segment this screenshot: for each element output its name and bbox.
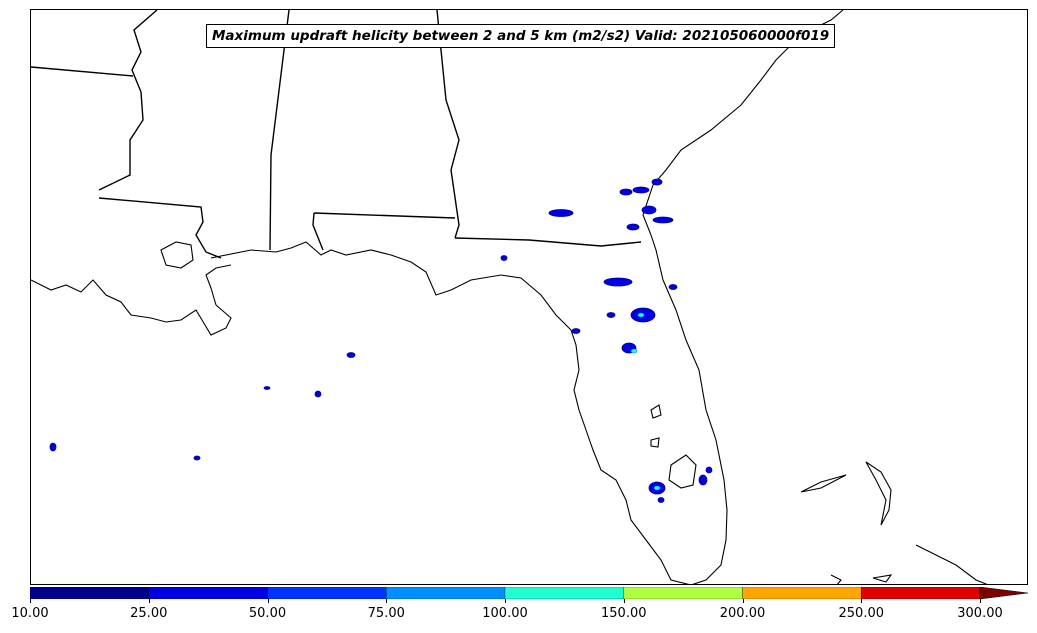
helicity-cell	[632, 186, 650, 194]
border-la-ms	[98, 197, 222, 259]
colorbar-segment	[30, 587, 149, 599]
colorbar-tick-label: 25.00	[130, 606, 168, 621]
lake-small-1	[650, 404, 662, 419]
colorbar	[30, 587, 1029, 599]
helicity-cells	[49, 178, 713, 503]
colorbar-segment	[623, 587, 743, 599]
border-al-fl	[312, 212, 456, 251]
colorbar-tick-label: 100.00	[482, 606, 528, 621]
helicity-cell-high	[637, 312, 645, 318]
border-ms-al	[269, 10, 290, 251]
border-ga-fl	[454, 237, 642, 247]
colorbar-tick-mark	[386, 599, 388, 603]
helicity-cell	[652, 216, 674, 224]
border-mississippi-river	[98, 10, 158, 191]
colorbar-segment	[267, 587, 387, 599]
colorbar-tick-mark	[267, 599, 269, 603]
border-al-ga	[436, 10, 460, 239]
island-bahamas-2	[865, 461, 892, 526]
helicity-cell	[651, 178, 663, 186]
helicity-cell	[193, 455, 201, 461]
helicity-cell	[263, 386, 271, 390]
colorbar-tick-label: 150.00	[601, 606, 647, 621]
helicity-cell	[668, 284, 678, 290]
helicity-cell	[603, 277, 633, 287]
island-cuba	[915, 544, 988, 584]
helicity-cell	[346, 352, 356, 358]
helicity-cell	[657, 497, 665, 503]
island-bahamas-1	[800, 474, 847, 493]
lake-pontchartrain	[160, 241, 194, 269]
helicity-cell	[606, 312, 616, 318]
colorbar-tick-mark	[623, 599, 625, 603]
colorbar-tick-mark	[861, 599, 863, 603]
helicity-cell	[705, 466, 713, 474]
colorbar-tick-label: 10.00	[11, 606, 49, 621]
coastlines	[31, 10, 988, 584]
colorbar-segment	[742, 587, 862, 599]
helicity-cell	[314, 390, 322, 398]
island-bahamas-4	[830, 574, 842, 584]
colorbar-tick-label: 250.00	[838, 606, 885, 621]
colorbar-segment	[148, 587, 268, 599]
lake-okeechobee	[668, 454, 697, 489]
colorbar-tick-label: 50.00	[248, 606, 287, 621]
helicity-cell	[619, 188, 633, 196]
colorbar-tick-mark	[980, 599, 981, 603]
colorbar-segment	[504, 587, 624, 599]
map-canvas	[31, 10, 988, 584]
map-title: Maximum updraft helicity between 2 and 5…	[206, 24, 836, 48]
coast-louisiana	[31, 264, 232, 336]
colorbar-tick-label: 200.00	[719, 606, 766, 621]
helicity-cell-high	[653, 485, 661, 491]
helicity-cell	[698, 474, 708, 486]
helicity-cell	[548, 209, 574, 217]
state-borders	[31, 10, 642, 259]
colorbar-tick-mark	[505, 599, 506, 603]
coast-florida	[210, 234, 728, 584]
colorbar-tick-mark	[742, 599, 744, 603]
island-bahamas-3	[872, 574, 893, 583]
helicity-cell	[626, 223, 640, 231]
map-panel: Maximum updraft helicity between 2 and 5…	[30, 9, 1028, 585]
colorbar-tick-label: 300.00	[957, 606, 1003, 621]
border-ar-la	[31, 66, 134, 77]
helicity-cell	[49, 442, 57, 452]
helicity-cell	[571, 328, 581, 334]
helicity-cell	[641, 205, 657, 215]
colorbar-segment	[386, 587, 506, 599]
colorbar-segment	[861, 587, 981, 599]
colorbar-tick-mark	[30, 599, 31, 603]
colorbar-tick-mark	[148, 599, 150, 603]
colorbar-extend-arrow	[979, 587, 1029, 599]
colorbar-tick-label: 75.00	[367, 606, 405, 621]
lake-small-2	[650, 437, 660, 448]
helicity-cell-high	[630, 348, 638, 354]
helicity-cell	[500, 255, 508, 261]
